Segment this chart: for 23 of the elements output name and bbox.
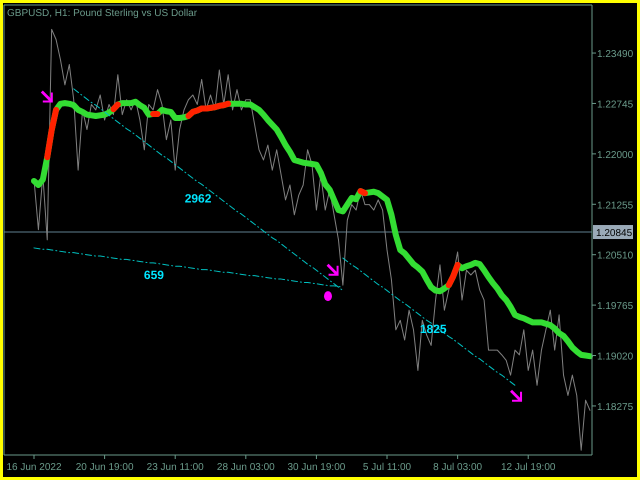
ref-line-label: 1.20845 — [596, 228, 633, 240]
x-tick-label: 5 Jul 11:00 — [362, 462, 412, 473]
annotation: 2962 — [184, 192, 212, 206]
chart-title: GBPUSD, H1: Pound Sterling vs US Dollar — [7, 8, 198, 19]
x-tick-label: 23 Jun 11:00 — [146, 462, 204, 473]
line-series — [342, 258, 516, 386]
y-tick-label: 1.20510 — [597, 250, 634, 262]
y-tick-label: 1.22745 — [597, 99, 634, 110]
y-tick-label: 1.19765 — [597, 301, 634, 312]
line-series — [34, 28, 590, 451]
y-tick-label: 1.19020 — [597, 352, 634, 363]
annotation: 1825 — [420, 322, 447, 336]
x-tick-label: 28 Jun 03:00 — [216, 462, 276, 473]
y-tick-label: 1.21255 — [597, 200, 634, 212]
annotation: 659 — [144, 268, 164, 282]
y-tick-label: 1.22000 — [597, 150, 634, 161]
x-tick-label: 12 Jul 19:00 — [500, 462, 556, 473]
x-tick-label: 8 Jul 03:00 — [433, 462, 483, 473]
x-tick-label: 20 Jun 19:00 — [76, 462, 134, 473]
x-tick-label: 16 Jun 2022 — [6, 462, 62, 473]
y-tick-label: 1.18275 — [597, 402, 634, 413]
x-tick-label: 30 Jun 19:00 — [288, 462, 346, 473]
y-tick-label: 1.23490 — [597, 49, 634, 60]
